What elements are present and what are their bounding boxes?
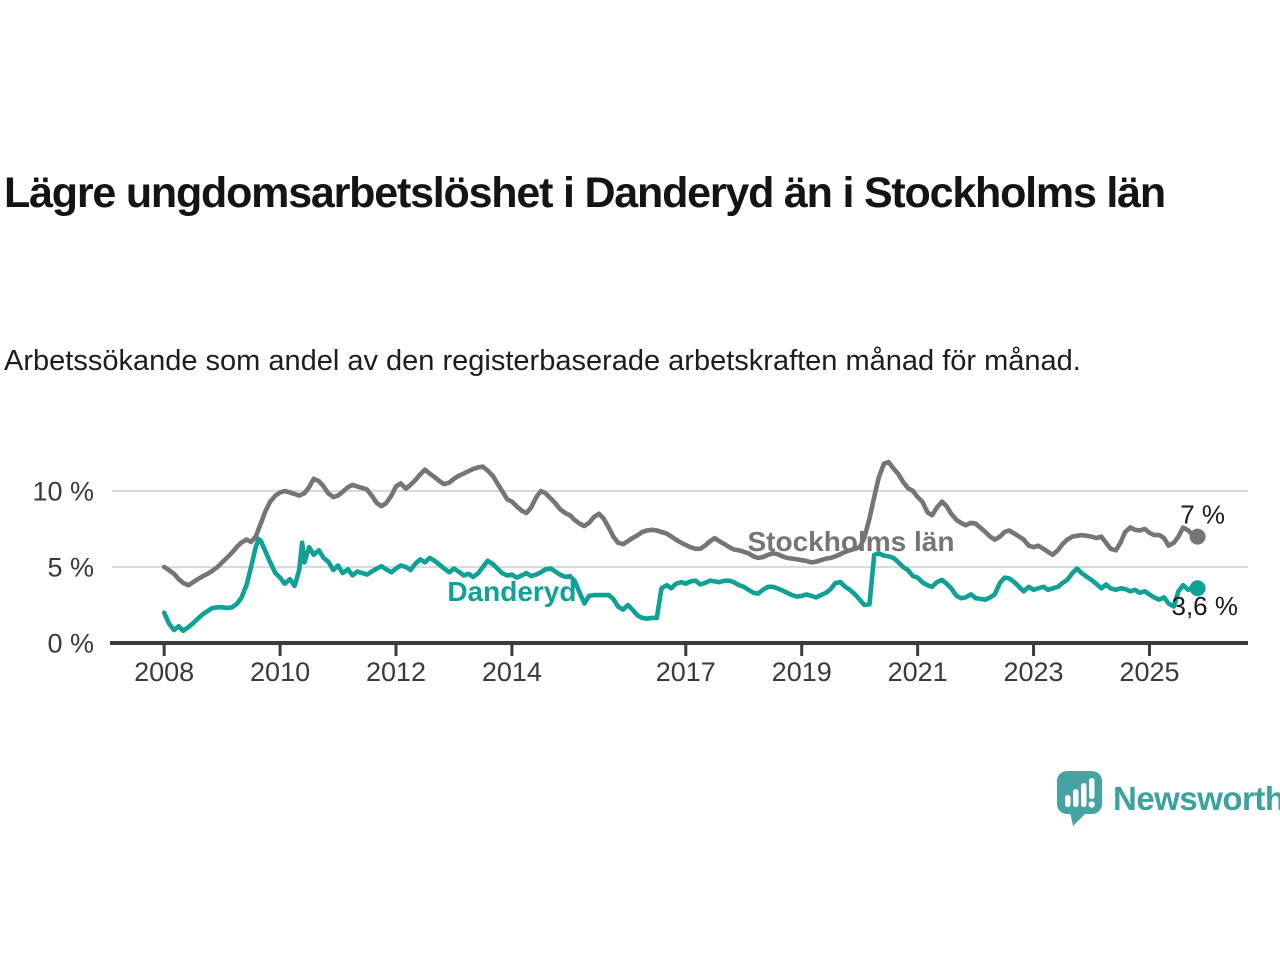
x-axis-tick-label: 2017 (656, 657, 716, 687)
newsworthy-logo: Newsworthy (1056, 770, 1280, 827)
x-axis-tick-label: 2014 (482, 657, 542, 687)
y-axis-tick-label: 5 % (47, 553, 94, 583)
end-value-label: 7 % (1180, 500, 1225, 530)
speech-bubble-bar-chart-icon (1057, 771, 1102, 826)
page-subtitle: Arbetssökande som andel av den registerb… (4, 345, 1081, 377)
x-axis-tick-label: 2012 (366, 657, 426, 687)
x-axis-tick-label: 2021 (888, 657, 948, 687)
page-title: Lägre ungdomsarbetslöshet i Danderyd än … (4, 168, 1166, 217)
x-axis-tick-label: 2023 (1004, 657, 1064, 687)
series-inline-label: Stockholms län (748, 526, 955, 557)
x-axis-tick-label: 2008 (134, 657, 194, 687)
series-end-dot-danderyd (1189, 580, 1206, 597)
y-axis-tick-label: 0 % (47, 629, 94, 659)
x-axis-tick-label: 2010 (250, 657, 310, 687)
y-axis-tick-label: 10 % (32, 477, 94, 507)
series-end-dot-stockholms-lan (1189, 528, 1206, 545)
x-axis-tick-label: 2025 (1119, 657, 1179, 687)
series-inline-label: Danderyd (447, 576, 576, 607)
newsworthy-wordmark: Newsworthy (1113, 779, 1280, 817)
x-axis-tick-label: 2019 (772, 657, 832, 687)
end-value-label: 3,6 % (1171, 591, 1238, 621)
series-line-danderyd (161, 536, 1200, 634)
series-line-stockholms-lan (161, 459, 1200, 588)
